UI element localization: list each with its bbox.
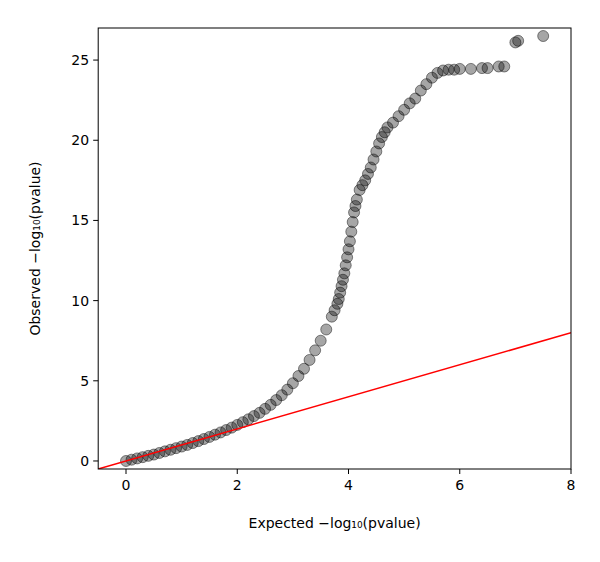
x-tick [237, 469, 238, 474]
x-tick-label: 0 [122, 477, 131, 493]
y-tick [93, 460, 98, 461]
y-tick-label: 25 [71, 52, 89, 68]
x-tick-label: 4 [344, 477, 353, 493]
point [315, 335, 326, 346]
y-tick [93, 300, 98, 301]
point [321, 324, 332, 335]
y-axis-label: Observed −log₁₀(pvalue) [27, 161, 43, 335]
y-tick [93, 220, 98, 221]
point [310, 345, 321, 356]
point [499, 61, 510, 72]
x-tick-label: 2 [233, 477, 242, 493]
chart: 0 2 4 6 8 0 5 10 15 20 25 Expected −log₁₀(pvalue) Ob… [0, 0, 600, 562]
y-tick-label: 20 [71, 132, 89, 148]
x-tick-label: 8 [567, 477, 576, 493]
plot-frame [98, 28, 571, 469]
y-tick [93, 140, 98, 141]
point [513, 35, 524, 46]
x-tick [126, 469, 127, 474]
point [465, 63, 476, 74]
plot-data [98, 31, 571, 469]
point [304, 354, 315, 365]
y-tick-label: 0 [80, 453, 89, 469]
x-tick [348, 469, 349, 474]
y-tick [93, 60, 98, 61]
y-tick [93, 380, 98, 381]
reference-line [98, 333, 571, 469]
x-axis-label: Expected −log₁₀(pvalue) [249, 515, 421, 531]
y-tick-label: 5 [80, 373, 89, 389]
point [454, 63, 465, 74]
x-tick [571, 469, 572, 474]
point [482, 63, 493, 74]
y-tick-label: 15 [71, 212, 89, 228]
y-tick-label: 10 [71, 293, 89, 309]
point [538, 31, 549, 42]
x-tick [459, 469, 460, 474]
x-tick-label: 6 [455, 477, 464, 493]
